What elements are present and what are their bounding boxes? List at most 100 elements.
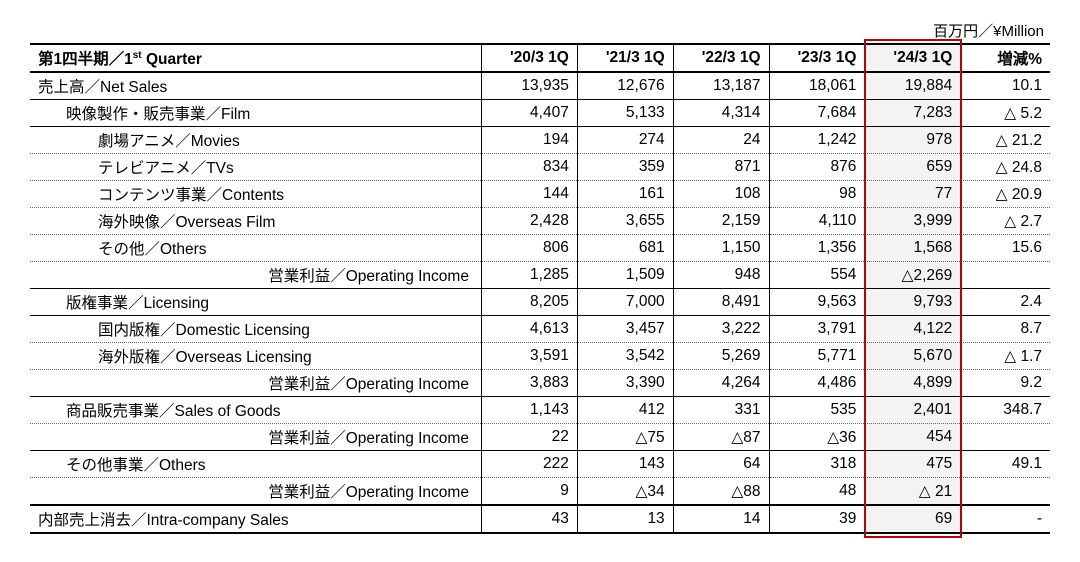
cell-value: △87 [673, 424, 769, 451]
header-col: '21/3 1Q [577, 44, 673, 72]
cell-value: 161 [577, 181, 673, 208]
cell-value: 318 [769, 451, 865, 478]
table-row: 営業利益／Operating Income1,2851,509948554△2,… [30, 262, 1050, 289]
cell-value: 871 [673, 154, 769, 181]
row-label: 内部売上消去／Intra-company Sales [30, 505, 481, 533]
cell-change: 10.1 [961, 72, 1050, 100]
cell-value: 5,133 [577, 100, 673, 127]
cell-value: 69 [865, 505, 961, 533]
cell-change: 9.2 [961, 370, 1050, 397]
cell-change [961, 478, 1050, 506]
cell-change: △ 5.2 [961, 100, 1050, 127]
cell-value: 9,793 [865, 289, 961, 316]
table-row: 映像製作・販売事業／Film4,4075,1334,3147,6847,283△… [30, 100, 1050, 127]
row-label: その他／Others [30, 235, 481, 262]
cell-value: 64 [673, 451, 769, 478]
cell-value: 48 [769, 478, 865, 506]
cell-change: △ 20.9 [961, 181, 1050, 208]
cell-value: 222 [481, 451, 577, 478]
cell-value: 806 [481, 235, 577, 262]
cell-value: △75 [577, 424, 673, 451]
cell-value: 3,591 [481, 343, 577, 370]
cell-value: 475 [865, 451, 961, 478]
cell-value: 1,356 [769, 235, 865, 262]
cell-value: △2,269 [865, 262, 961, 289]
cell-value: 77 [865, 181, 961, 208]
row-label: コンテンツ事業／Contents [30, 181, 481, 208]
cell-value: 3,390 [577, 370, 673, 397]
row-label: 海外版権／Overseas Licensing [30, 343, 481, 370]
cell-value: 1,509 [577, 262, 673, 289]
cell-value: 19,884 [865, 72, 961, 100]
cell-value: 978 [865, 127, 961, 154]
cell-value: 4,122 [865, 316, 961, 343]
cell-value: 535 [769, 397, 865, 424]
table-row: 売上高／Net Sales13,93512,67613,18718,06119,… [30, 72, 1050, 100]
cell-value: 143 [577, 451, 673, 478]
cell-value: 4,613 [481, 316, 577, 343]
table-row: テレビアニメ／TVs834359871876659△ 24.8 [30, 154, 1050, 181]
cell-change: 15.6 [961, 235, 1050, 262]
cell-value: 2,401 [865, 397, 961, 424]
header-col: '24/3 1Q [865, 44, 961, 72]
row-label: 版権事業／Licensing [30, 289, 481, 316]
cell-value: 681 [577, 235, 673, 262]
cell-value: △34 [577, 478, 673, 506]
header-change: 増減% [961, 44, 1050, 72]
cell-value: 3,999 [865, 208, 961, 235]
cell-value: △88 [673, 478, 769, 506]
cell-value: 3,542 [577, 343, 673, 370]
cell-value: 43 [481, 505, 577, 533]
cell-value: 876 [769, 154, 865, 181]
cell-value: 13,187 [673, 72, 769, 100]
cell-value: 1,285 [481, 262, 577, 289]
cell-value: 24 [673, 127, 769, 154]
cell-value: 834 [481, 154, 577, 181]
cell-value: 13,935 [481, 72, 577, 100]
cell-value: 5,670 [865, 343, 961, 370]
cell-value: 9 [481, 478, 577, 506]
row-label: 劇場アニメ／Movies [30, 127, 481, 154]
cell-value: 1,150 [673, 235, 769, 262]
cell-value: 7,283 [865, 100, 961, 127]
cell-value: 1,568 [865, 235, 961, 262]
table-row: その他／Others8066811,1501,3561,56815.6 [30, 235, 1050, 262]
cell-value: 8,491 [673, 289, 769, 316]
table-row: 営業利益／Operating Income22△75△87△36454 [30, 424, 1050, 451]
cell-value: 412 [577, 397, 673, 424]
cell-value: 3,791 [769, 316, 865, 343]
table-row: 営業利益／Operating Income3,8833,3904,2644,48… [30, 370, 1050, 397]
cell-value: 331 [673, 397, 769, 424]
row-label: 売上高／Net Sales [30, 72, 481, 100]
header-col: '20/3 1Q [481, 44, 577, 72]
row-label: 営業利益／Operating Income [30, 262, 481, 289]
row-label: 海外映像／Overseas Film [30, 208, 481, 235]
cell-change: - [961, 505, 1050, 533]
header-title: 第1四半期／1st Quarter [30, 44, 481, 72]
table-row: 海外映像／Overseas Film2,4283,6552,1594,1103,… [30, 208, 1050, 235]
cell-change: 49.1 [961, 451, 1050, 478]
cell-value: 2,159 [673, 208, 769, 235]
cell-value: △ 21 [865, 478, 961, 506]
row-label: 営業利益／Operating Income [30, 424, 481, 451]
cell-value: 7,684 [769, 100, 865, 127]
cell-value: 194 [481, 127, 577, 154]
cell-value: 5,269 [673, 343, 769, 370]
row-label: 営業利益／Operating Income [30, 478, 481, 506]
row-label: 映像製作・販売事業／Film [30, 100, 481, 127]
cell-value: 7,000 [577, 289, 673, 316]
row-label: 商品販売事業／Sales of Goods [30, 397, 481, 424]
table-row: コンテンツ事業／Contents1441611089877△ 20.9 [30, 181, 1050, 208]
cell-change: 2.4 [961, 289, 1050, 316]
cell-value: 4,486 [769, 370, 865, 397]
cell-value: 9,563 [769, 289, 865, 316]
row-label: 国内版権／Domestic Licensing [30, 316, 481, 343]
cell-value: 359 [577, 154, 673, 181]
cell-change: △ 2.7 [961, 208, 1050, 235]
cell-change: 348.7 [961, 397, 1050, 424]
cell-change: △ 21.2 [961, 127, 1050, 154]
cell-value: 8,205 [481, 289, 577, 316]
header-col: '22/3 1Q [673, 44, 769, 72]
cell-value: 3,655 [577, 208, 673, 235]
table-row: 版権事業／Licensing8,2057,0008,4919,5639,7932… [30, 289, 1050, 316]
